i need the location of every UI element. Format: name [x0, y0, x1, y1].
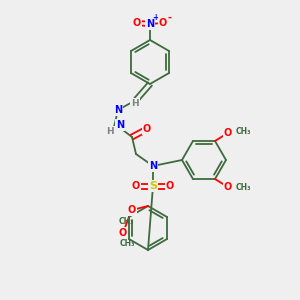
Text: H: H	[131, 98, 139, 107]
Text: H: H	[106, 127, 114, 136]
Text: O: O	[133, 18, 141, 28]
Text: CH₃: CH₃	[236, 128, 251, 136]
Text: O: O	[128, 205, 136, 215]
Text: O: O	[166, 181, 174, 191]
Text: S: S	[149, 181, 157, 191]
Text: O: O	[132, 181, 140, 191]
Text: N: N	[149, 161, 157, 171]
Text: O: O	[143, 124, 151, 134]
Text: +: +	[152, 14, 158, 22]
Text: O: O	[159, 18, 167, 28]
Text: O: O	[119, 228, 127, 238]
Text: N: N	[116, 120, 124, 130]
Text: N: N	[146, 19, 154, 29]
Text: CH₃: CH₃	[119, 238, 135, 247]
Text: CH₃: CH₃	[236, 183, 251, 192]
Text: -: -	[168, 13, 172, 23]
Text: CH₃: CH₃	[118, 217, 134, 226]
Text: O: O	[224, 182, 232, 192]
Text: N: N	[114, 105, 122, 115]
Text: O: O	[224, 128, 232, 138]
